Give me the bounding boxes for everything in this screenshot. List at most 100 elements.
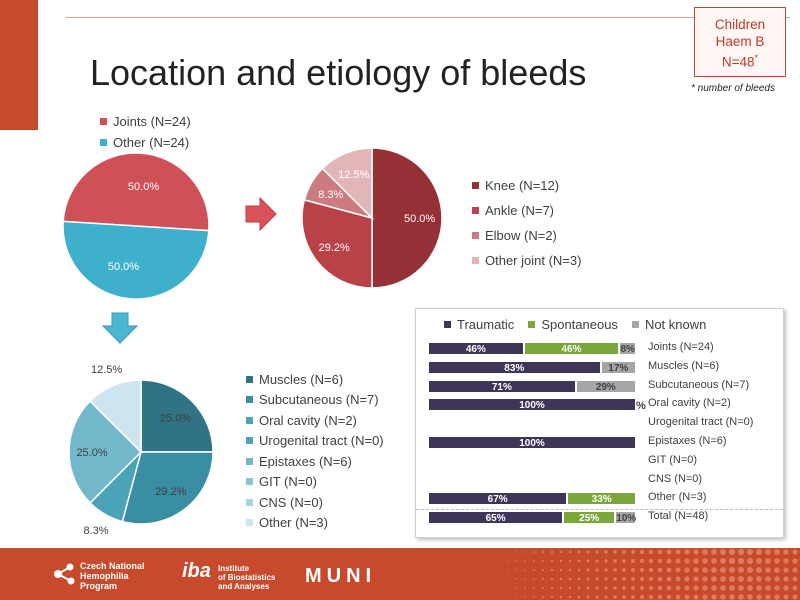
decorative-dot <box>711 567 717 573</box>
decorative-dot <box>675 576 681 582</box>
decorative-dot <box>604 550 608 554</box>
legend-swatch <box>246 457 253 465</box>
decorative-dot <box>622 577 626 581</box>
decorative-dot <box>711 585 717 591</box>
decorative-dot <box>524 587 526 589</box>
decorative-dot <box>666 594 672 600</box>
decorative-dot <box>542 578 544 580</box>
decorative-dot <box>693 549 699 555</box>
legend-label: Ankle (N=7) <box>485 203 554 218</box>
decorative-dot <box>765 576 771 582</box>
pie-slice <box>68 400 143 504</box>
decorative-dot <box>568 550 572 554</box>
decorative-dot <box>737 566 745 574</box>
legend-swatch <box>472 207 479 214</box>
decorative-dot <box>604 577 608 581</box>
bar-segment: 33% <box>567 492 636 506</box>
decorative-dot <box>657 576 663 582</box>
bar-category-label: Muscles (N=6) <box>648 359 720 372</box>
decorative-dot <box>542 587 544 589</box>
iba-line: Institute <box>218 564 250 573</box>
legend-swatch <box>100 118 107 125</box>
decorative-dot <box>506 587 508 589</box>
decorative-dot <box>577 568 581 572</box>
decorative-dot <box>639 585 645 591</box>
bar-category-label: Subcutaneous (N=7) <box>648 378 750 391</box>
decorative-dot <box>738 576 744 582</box>
legend-item: Other (N=24) <box>100 132 191 153</box>
legend-label: CNS (N=0) <box>259 494 323 510</box>
decorative-dot <box>613 586 617 590</box>
decorative-dot <box>497 578 499 580</box>
pie-data-label: 50.0% <box>128 181 159 193</box>
decorative-dot <box>604 559 608 563</box>
decorative-dot <box>630 558 636 564</box>
location-legend: Joints (N=24) Other (N=24) <box>100 111 191 153</box>
decorative-dot <box>613 595 617 599</box>
pie-slice <box>321 147 373 220</box>
decorative-dot <box>613 550 617 554</box>
decorative-dot <box>702 567 708 573</box>
decorative-dot <box>533 596 535 598</box>
info-count: N=48 <box>721 54 755 70</box>
legend-label: Other (N=24) <box>113 135 190 150</box>
legend-item: Epistaxes (N=6) <box>246 451 384 472</box>
decorative-dot <box>443 569 445 571</box>
iba-text: Institute of Biostatistics and Analyses <box>218 564 275 591</box>
decorative-dot <box>684 585 690 591</box>
decorative-dot <box>639 594 645 600</box>
decorative-dot <box>746 548 754 556</box>
bar-category-label: Total (N=48) <box>648 510 709 523</box>
legend-label: GIT (N=0) <box>259 474 317 490</box>
pie-data-label: 25.0% <box>160 412 191 424</box>
bar-category-label: CNS (N=0) <box>648 472 703 485</box>
decorative-dot <box>524 596 526 598</box>
decorative-dot <box>461 587 463 589</box>
decorative-dot <box>738 594 744 600</box>
decorative-dot <box>568 568 572 572</box>
decorative-dot <box>657 558 663 564</box>
decorative-dot <box>711 558 717 564</box>
decorative-dot <box>506 578 508 580</box>
decorative-dot <box>675 585 681 591</box>
legend-label: Other (N=3) <box>259 515 328 531</box>
decorative-dot <box>702 558 708 564</box>
pie-slice <box>62 152 210 232</box>
decorative-dot <box>479 578 481 580</box>
decorative-dot <box>595 550 599 554</box>
legend-label: Joints (N=24) <box>113 114 191 129</box>
legend-item: Oral cavity (N=2) <box>246 410 384 431</box>
decorative-dot <box>577 595 581 599</box>
bar-category-label: Epistaxes (N=6) <box>648 435 727 447</box>
decorative-dot <box>470 560 472 562</box>
decorative-dot <box>541 568 545 572</box>
decorative-dot <box>783 558 789 564</box>
decorative-dot <box>747 594 753 600</box>
pie-slice <box>62 220 210 300</box>
decorative-dot <box>488 560 490 562</box>
decorative-dot <box>613 577 617 581</box>
legend-swatch <box>472 257 479 264</box>
decorative-dot <box>559 568 563 572</box>
decorative-dot <box>702 576 708 582</box>
iba-line: of Biostatistics <box>218 573 276 582</box>
decorative-dot <box>765 567 771 573</box>
decorative-dot <box>586 595 590 599</box>
pie-slice <box>140 379 214 453</box>
decorative-dot <box>488 587 490 589</box>
bar-segment: 25% <box>563 511 616 525</box>
pie-slice <box>371 147 443 289</box>
decorative-dot <box>533 578 535 580</box>
decorative-dot <box>630 567 636 573</box>
cnhp-line: Czech National <box>80 561 145 571</box>
decorative-dot <box>461 596 463 598</box>
decorative-dot <box>693 576 699 582</box>
decorative-dot <box>488 578 490 580</box>
decorative-dot <box>568 595 572 599</box>
bar-segment: 46% <box>523 342 620 355</box>
decorative-dot <box>747 576 753 582</box>
legend-item: GIT (N=0) <box>246 472 384 493</box>
decorative-dot <box>657 549 663 555</box>
decorative-dot <box>586 550 590 554</box>
